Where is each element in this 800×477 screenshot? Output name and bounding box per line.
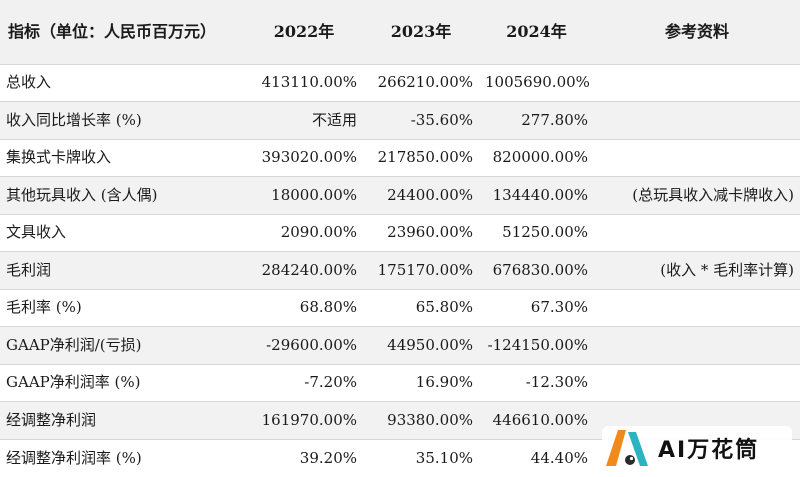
table-row: 文具收入 2090.00% 23960.00% 51250.00% xyxy=(0,214,800,252)
cell-value-2024: 44.40% xyxy=(530,448,588,467)
header-metric: 指标（单位：人民币百万元） xyxy=(8,22,217,42)
table-body: 总收入 413110.00% 266210.00% 1005690.00% 收入同比增长… xyxy=(0,64,800,477)
cell-value-2023: 44950.00% xyxy=(387,335,473,354)
cell-value-2023: 16.90% xyxy=(415,373,473,392)
cell-value-2023: 23960.00% xyxy=(387,223,473,242)
cell-metric: 收入同比增长率 (%) xyxy=(6,110,142,129)
cell-value-2024: 67.30% xyxy=(530,298,588,317)
header-2022: 2022年 xyxy=(273,22,335,42)
cell-reference xyxy=(594,289,800,327)
table-header: 指标（单位：人民币百万元） 2022年 2023年 2024年 参考资料 xyxy=(0,0,800,64)
cell-value-2024: 134440.00% xyxy=(492,185,588,204)
cell-value-2022: 不适用 xyxy=(311,110,357,129)
table-row: 集换式卡牌收入 393020.00% 217850.00% 820000.00% xyxy=(0,139,800,177)
cell-value-2022: 161970.00% xyxy=(261,410,357,429)
cell-value-2024: 676830.00% xyxy=(492,260,588,279)
table-row: GAAP净利润率 (%) -7.20% 16.90% -12.30% xyxy=(0,364,800,402)
cell-value-2023: 93380.00% xyxy=(387,410,473,429)
cell-reference: (收入 * 毛利率计算) xyxy=(660,260,794,279)
cell-value-2024: 446610.00% xyxy=(492,410,588,429)
cell-value-2023: 175170.00% xyxy=(377,260,473,279)
cell-value-2022: -29600.00% xyxy=(266,335,357,354)
table-row: 经调整净利润 161970.00% 93380.00% 446610.00% xyxy=(0,401,800,439)
cell-reference xyxy=(594,214,800,252)
cell-reference xyxy=(594,64,800,102)
table-row: 其他玩具收入 (含人偶) 18000.00% 24400.00% 134440.00%… xyxy=(0,176,800,214)
cell-reference xyxy=(594,102,800,140)
cell-reference: (总玩具收入减卡牌收入) xyxy=(632,185,794,204)
header-2023: 2023年 xyxy=(390,22,452,42)
cell-value-2023: 266210.00% xyxy=(377,73,473,92)
cell-value-2022: 393020.00% xyxy=(261,148,357,167)
cell-value-2024: 1005690.00% xyxy=(485,73,590,92)
cell-value-2024: 820000.00% xyxy=(492,148,588,167)
cell-value-2023: 65.80% xyxy=(415,298,473,317)
cell-value-2022: -7.20% xyxy=(304,373,357,392)
cell-value-2022: 284240.00% xyxy=(261,260,357,279)
cell-value-2024: -12.30% xyxy=(525,373,588,392)
watermark-text: AI万花筒 xyxy=(658,438,760,463)
cell-value-2022: 39.20% xyxy=(299,448,357,467)
cell-metric: GAAP净利润率 (%) xyxy=(6,373,141,392)
cell-metric: 毛利润 xyxy=(6,260,52,279)
cell-metric: 文具收入 xyxy=(6,223,67,242)
cell-value-2022: 68.80% xyxy=(299,298,357,317)
cell-value-2022: 2090.00% xyxy=(280,223,357,242)
kaleidoscope-logo-icon xyxy=(606,430,648,466)
cell-value-2023: 24400.00% xyxy=(387,185,473,204)
cell-metric: GAAP净利润/(亏损) xyxy=(6,335,142,354)
cell-metric: 经调整净利润率 (%) xyxy=(6,448,142,467)
cell-value-2024: -124150.00% xyxy=(487,335,588,354)
cell-value-2024: 51250.00% xyxy=(502,223,588,242)
cell-metric: 其他玩具收入 (含人偶) xyxy=(6,185,158,204)
header-row: 指标（单位：人民币百万元） 2022年 2023年 2024年 参考资料 xyxy=(0,0,800,64)
cell-metric: 经调整净利润 xyxy=(6,410,97,429)
watermark: AI万花筒 xyxy=(602,426,792,470)
table-row: 收入同比增长率 (%) 不适用 -35.60% 277.80% xyxy=(0,101,800,140)
table-row: GAAP净利润/(亏损) -29600.00% 44950.00% -124150.0… xyxy=(0,326,800,365)
cell-metric: 毛利率 (%) xyxy=(6,298,82,317)
cell-metric: 集换式卡牌收入 xyxy=(6,148,112,167)
cell-value-2023: -35.60% xyxy=(410,110,473,129)
table-row: 毛利率 (%) 68.80% 65.80% 67.30% xyxy=(0,289,800,327)
cell-value-2024: 277.80% xyxy=(521,110,588,129)
header-2024: 2024年 xyxy=(506,22,567,42)
cell-reference xyxy=(594,139,800,177)
table-row: 总收入 413110.00% 266210.00% 1005690.00% xyxy=(0,64,800,102)
cell-value-2023: 217850.00% xyxy=(377,148,473,167)
cell-value-2023: 35.10% xyxy=(415,448,473,467)
cell-metric: 总收入 xyxy=(6,73,52,92)
cell-value-2022: 413110.00% xyxy=(261,73,357,92)
cell-value-2022: 18000.00% xyxy=(271,185,357,204)
cell-reference xyxy=(594,364,800,402)
header-reference: 参考资料 xyxy=(664,22,729,42)
table-row: 毛利润 284240.00% 175170.00% 676830.00% (收入 * 毛… xyxy=(0,251,800,289)
cell-reference xyxy=(594,327,800,365)
